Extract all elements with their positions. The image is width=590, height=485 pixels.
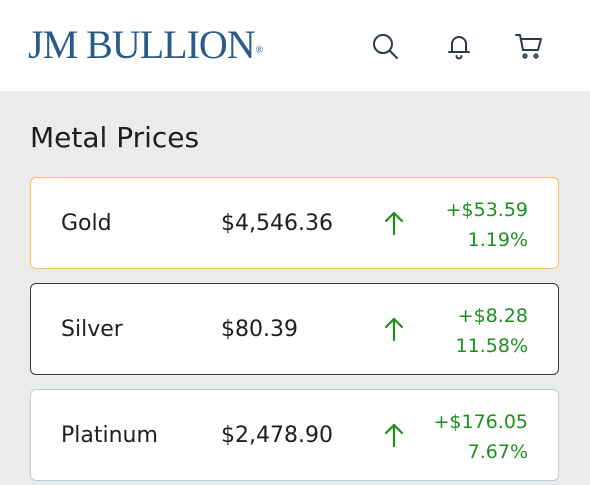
change-percent: 7.67% <box>467 441 528 463</box>
change-amount: +$53.59 <box>445 199 528 221</box>
arrow-up-icon <box>383 209 405 237</box>
cart-button[interactable] <box>509 26 549 66</box>
metal-price-card-platinum[interactable]: Platinum $2,478.90 +$176.05 7.67% <box>30 389 559 481</box>
metal-price: $2,478.90 <box>221 422 333 448</box>
cart-icon <box>515 34 542 59</box>
page-title: Metal Prices <box>30 121 200 154</box>
metal-price-card-gold[interactable]: Gold $4,546.36 +$53.59 1.19% <box>30 177 559 269</box>
change-amount: +$8.28 <box>457 305 528 327</box>
arrow-up-icon <box>383 315 405 343</box>
change-percent: 11.58% <box>455 335 528 357</box>
jm-bullion-logo[interactable]: JM BULLION® <box>28 22 264 68</box>
price-change: +$8.28 11.58% <box>456 301 528 361</box>
logo-text-rest: ULLION <box>111 22 256 67</box>
notifications-button[interactable] <box>439 26 479 66</box>
metal-price-card-silver[interactable]: Silver $80.39 +$8.28 11.58% <box>30 283 559 375</box>
arrow-up-icon <box>383 421 405 449</box>
bell-icon <box>448 36 470 60</box>
price-change: +$176.05 7.67% <box>434 407 529 467</box>
app-header: JM BULLION® <box>0 0 590 91</box>
metal-name: Gold <box>61 210 112 236</box>
metal-name: Platinum <box>61 422 158 448</box>
price-change: +$53.59 1.19% <box>446 195 528 255</box>
metal-name: Silver <box>61 316 123 342</box>
logo-text-main: JM B <box>28 22 113 67</box>
search-icon <box>373 34 398 59</box>
logo-registered-mark: ® <box>255 45 264 56</box>
metal-price: $80.39 <box>221 316 298 342</box>
search-button[interactable] <box>365 26 405 66</box>
change-percent: 1.19% <box>467 229 528 251</box>
change-amount: +$176.05 <box>433 411 529 433</box>
metal-price: $4,546.36 <box>221 210 333 236</box>
